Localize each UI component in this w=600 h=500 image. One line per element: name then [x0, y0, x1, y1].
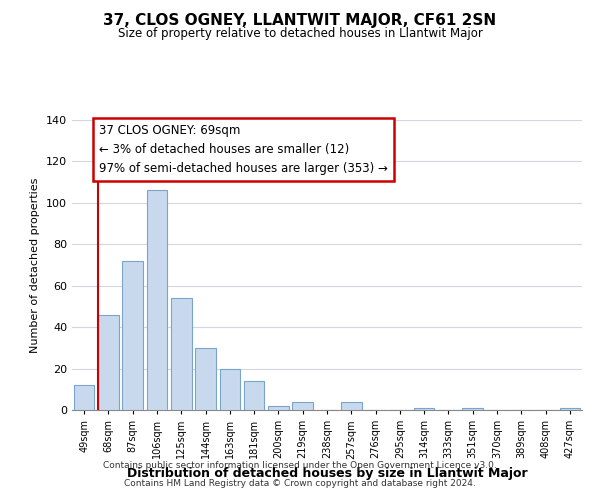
Bar: [171, 298, 191, 410]
Text: Contains public sector information licensed under the Open Government Licence v3: Contains public sector information licen…: [103, 461, 497, 470]
Text: 37, CLOS OGNEY, LLANTWIT MAJOR, CF61 2SN: 37, CLOS OGNEY, LLANTWIT MAJOR, CF61 2SN: [103, 12, 497, 28]
X-axis label: Distribution of detached houses by size in Llantwit Major: Distribution of detached houses by size …: [127, 467, 527, 480]
Bar: [463, 408, 483, 410]
Bar: [414, 408, 434, 410]
Text: 37 CLOS OGNEY: 69sqm
← 3% of detached houses are smaller (12)
97% of semi-detach: 37 CLOS OGNEY: 69sqm ← 3% of detached ho…: [100, 124, 388, 175]
Bar: [292, 402, 313, 410]
Bar: [341, 402, 362, 410]
Bar: [268, 406, 289, 410]
Bar: [195, 348, 216, 410]
Bar: [220, 368, 240, 410]
Bar: [122, 261, 143, 410]
Bar: [74, 385, 94, 410]
Y-axis label: Number of detached properties: Number of detached properties: [31, 178, 40, 352]
Text: Size of property relative to detached houses in Llantwit Major: Size of property relative to detached ho…: [118, 28, 482, 40]
Bar: [244, 381, 265, 410]
Text: Contains HM Land Registry data © Crown copyright and database right 2024.: Contains HM Land Registry data © Crown c…: [124, 478, 476, 488]
Bar: [560, 408, 580, 410]
Bar: [146, 190, 167, 410]
Bar: [98, 314, 119, 410]
